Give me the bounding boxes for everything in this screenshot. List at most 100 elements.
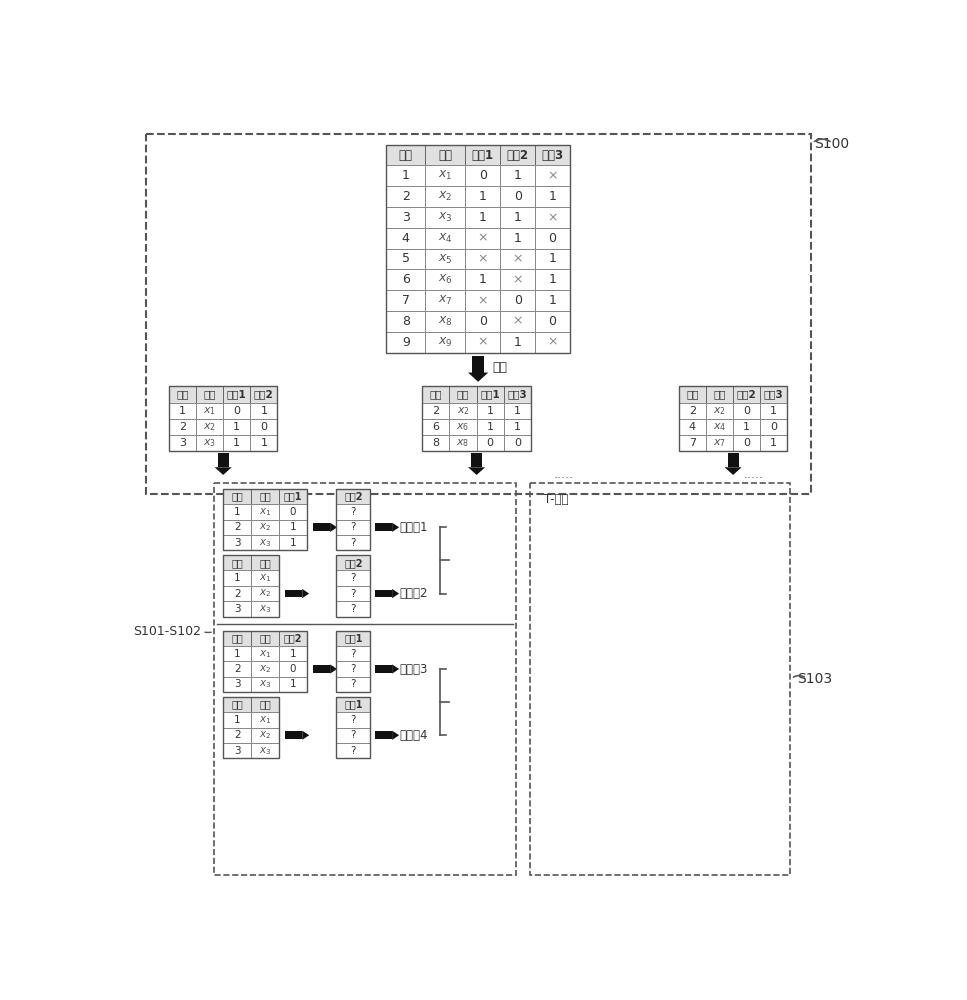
Bar bbox=[471, 453, 482, 467]
Text: 分解: 分解 bbox=[492, 361, 507, 374]
Text: 3: 3 bbox=[234, 746, 241, 756]
Text: 1: 1 bbox=[233, 422, 240, 432]
Bar bbox=[760, 403, 787, 419]
Text: $x_{2}$: $x_{2}$ bbox=[259, 588, 271, 599]
Bar bbox=[223, 743, 251, 758]
Polygon shape bbox=[393, 523, 399, 532]
Text: 1: 1 bbox=[486, 406, 494, 416]
Text: $x_{1}$: $x_{1}$ bbox=[259, 506, 271, 518]
Text: 标签3: 标签3 bbox=[542, 149, 564, 162]
Text: 0: 0 bbox=[479, 315, 486, 328]
Bar bbox=[535, 207, 570, 228]
Bar bbox=[425, 290, 465, 311]
Bar bbox=[733, 403, 760, 419]
Text: 6: 6 bbox=[401, 273, 410, 286]
Text: 2: 2 bbox=[234, 589, 241, 599]
Bar bbox=[450, 403, 477, 419]
Bar bbox=[337, 489, 370, 504]
Bar bbox=[285, 731, 303, 739]
Bar bbox=[251, 661, 278, 677]
Text: S100: S100 bbox=[813, 137, 849, 151]
Polygon shape bbox=[330, 664, 337, 674]
Bar bbox=[386, 207, 425, 228]
Polygon shape bbox=[393, 731, 399, 740]
Bar bbox=[425, 269, 465, 290]
Text: 1: 1 bbox=[479, 190, 486, 203]
Bar bbox=[337, 535, 370, 550]
Bar bbox=[337, 504, 370, 520]
Text: 1: 1 bbox=[548, 273, 556, 286]
Bar bbox=[169, 419, 196, 435]
Text: $x_{2}$: $x_{2}$ bbox=[259, 521, 271, 533]
Bar bbox=[679, 403, 706, 419]
Bar bbox=[337, 555, 370, 617]
Text: 标签2: 标签2 bbox=[283, 633, 302, 643]
Text: 0: 0 bbox=[771, 422, 777, 432]
Text: 1: 1 bbox=[744, 422, 750, 432]
Text: 属性: 属性 bbox=[259, 699, 271, 709]
Text: S103: S103 bbox=[798, 672, 833, 686]
Text: 属性: 属性 bbox=[438, 149, 453, 162]
Text: 1: 1 bbox=[513, 169, 521, 182]
Bar bbox=[472, 356, 484, 373]
Text: 1: 1 bbox=[289, 538, 296, 548]
Bar bbox=[250, 435, 278, 451]
Bar bbox=[223, 489, 251, 504]
Text: ·····: ····· bbox=[553, 472, 573, 485]
Text: 0: 0 bbox=[260, 422, 267, 432]
Text: 1: 1 bbox=[771, 406, 777, 416]
Bar bbox=[504, 403, 531, 419]
Bar bbox=[423, 419, 450, 435]
Bar bbox=[223, 570, 251, 586]
Bar bbox=[679, 419, 706, 435]
Text: 0: 0 bbox=[744, 438, 750, 448]
Text: 标签1: 标签1 bbox=[472, 149, 494, 162]
Bar bbox=[477, 386, 504, 403]
Text: ×: × bbox=[547, 169, 558, 182]
Bar bbox=[500, 311, 535, 332]
Bar bbox=[337, 677, 370, 692]
Text: 属性: 属性 bbox=[203, 390, 216, 400]
Text: $x_{4}$: $x_{4}$ bbox=[438, 232, 453, 245]
Text: $x_{3}$: $x_{3}$ bbox=[259, 603, 272, 615]
Bar bbox=[423, 435, 450, 451]
Text: 3: 3 bbox=[234, 604, 241, 614]
Text: 属性: 属性 bbox=[259, 558, 271, 568]
Bar bbox=[313, 523, 330, 531]
Bar bbox=[733, 386, 760, 403]
Bar bbox=[450, 435, 477, 451]
Text: 8: 8 bbox=[432, 438, 439, 448]
Polygon shape bbox=[215, 467, 232, 475]
Text: 准确率2: 准确率2 bbox=[400, 587, 428, 600]
Text: 1: 1 bbox=[289, 522, 296, 532]
Text: 0: 0 bbox=[486, 438, 494, 448]
Text: ×: × bbox=[478, 294, 488, 307]
Bar bbox=[535, 332, 570, 353]
Text: $x_{2}$: $x_{2}$ bbox=[438, 190, 453, 203]
Bar bbox=[465, 145, 500, 165]
Text: 2: 2 bbox=[179, 422, 186, 432]
Text: 属性: 属性 bbox=[456, 390, 469, 400]
Bar bbox=[425, 249, 465, 269]
Bar bbox=[760, 419, 787, 435]
Polygon shape bbox=[330, 523, 337, 532]
Bar bbox=[733, 419, 760, 435]
Text: 1: 1 bbox=[260, 406, 267, 416]
Bar bbox=[223, 631, 251, 646]
Text: 1: 1 bbox=[234, 715, 241, 725]
Text: ×: × bbox=[478, 232, 488, 245]
Bar bbox=[251, 677, 278, 692]
Bar bbox=[465, 249, 500, 269]
Text: $x_{7}$: $x_{7}$ bbox=[438, 294, 453, 307]
Bar bbox=[337, 601, 370, 617]
Bar bbox=[223, 601, 251, 617]
Text: 标签1: 标签1 bbox=[344, 699, 363, 709]
Bar bbox=[535, 228, 570, 249]
Text: 1: 1 bbox=[513, 211, 521, 224]
Bar bbox=[679, 435, 706, 451]
Bar bbox=[223, 555, 251, 570]
Bar bbox=[535, 186, 570, 207]
Text: ×: × bbox=[513, 252, 523, 265]
Bar bbox=[251, 631, 278, 646]
Text: T-检验: T-检验 bbox=[544, 493, 569, 506]
